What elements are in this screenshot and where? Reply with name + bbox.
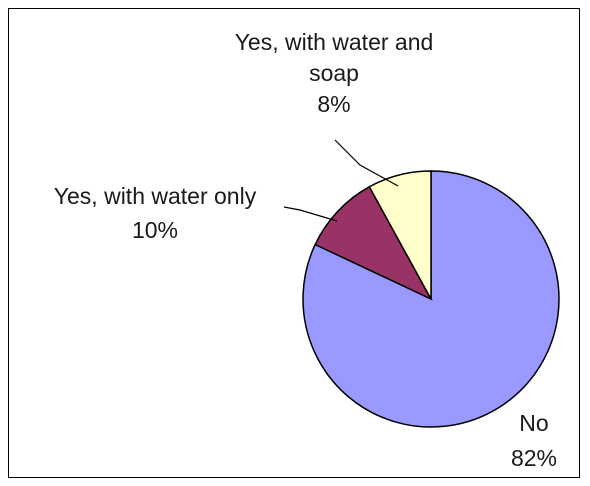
- pie-slices: [302, 170, 560, 428]
- leader-lines: [283, 139, 399, 222]
- leader-line-water-only: [283, 206, 338, 222]
- pie-slice-no: [302, 170, 560, 428]
- leader-line-soap: [334, 139, 399, 187]
- slice-percent-no: 82%: [511, 445, 557, 471]
- slice-label-soap-line2: soap: [309, 60, 359, 86]
- slice-percent-soap: 8%: [317, 91, 350, 117]
- pie-slice-water-only: [314, 185, 433, 301]
- slice-label-soap-line1: Yes, with water and: [235, 29, 434, 55]
- pie-slice-water-and-soap: [368, 170, 432, 300]
- slice-label-no: No: [519, 410, 548, 436]
- slice-label-water-only: Yes, with water only: [54, 183, 257, 209]
- slice-percent-water-only: 10%: [132, 217, 178, 243]
